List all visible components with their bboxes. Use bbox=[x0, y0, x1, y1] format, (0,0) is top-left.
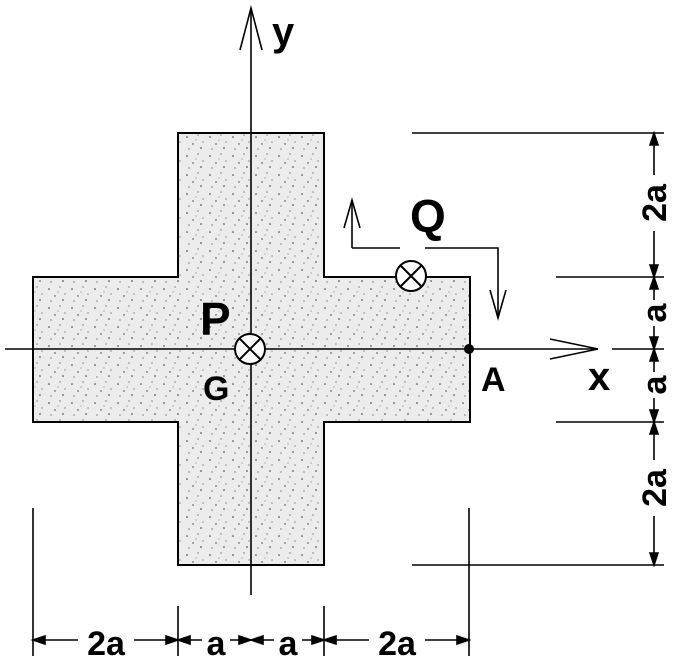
y-axis-label: y bbox=[272, 10, 295, 54]
bottom-dim-1: 2a bbox=[87, 625, 126, 663]
right-dim-1: 2a bbox=[636, 183, 674, 222]
y-axis bbox=[239, 4, 263, 595]
bottom-dim-3: a bbox=[279, 625, 299, 663]
bottom-dimension-labels: 2a a a 2a bbox=[78, 624, 425, 663]
load-q-label: Q bbox=[410, 190, 446, 242]
x-axis bbox=[5, 338, 599, 360]
bottom-extension-lines bbox=[32, 508, 470, 656]
right-dim-2: a bbox=[636, 302, 674, 322]
right-extension-lines bbox=[412, 132, 664, 566]
right-dim-3: a bbox=[636, 374, 674, 394]
bottom-dim-4: 2a bbox=[378, 625, 417, 663]
load-p-label: P bbox=[200, 293, 231, 345]
x-axis-label: x bbox=[588, 355, 610, 399]
moment-arrows bbox=[343, 197, 507, 321]
load-p-symbol bbox=[234, 333, 266, 365]
load-q-symbol bbox=[395, 260, 427, 292]
right-dim-4: 2a bbox=[636, 468, 674, 507]
bottom-dim-2: a bbox=[207, 625, 227, 663]
right-dimension-labels: 2a a a 2a bbox=[636, 175, 674, 516]
point-a-marker bbox=[464, 344, 474, 354]
centroid-label: G bbox=[203, 370, 229, 408]
point-a-label: A bbox=[481, 361, 506, 399]
